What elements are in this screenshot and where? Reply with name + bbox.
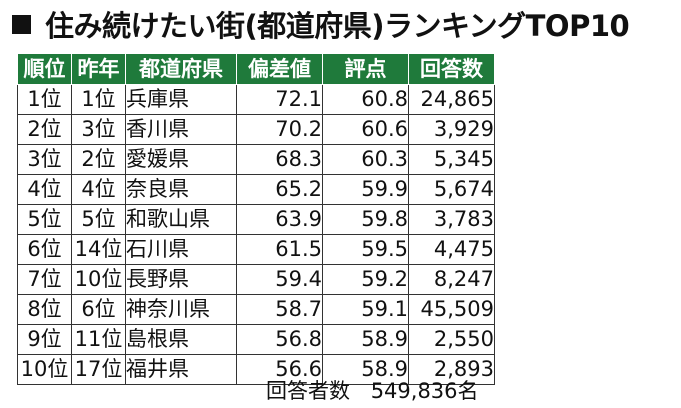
cell-rank: 7位 (17, 264, 72, 295)
table-row: 8位 6位 神奈川県 58.7 59.1 45,509 (17, 294, 495, 325)
cell-score: 59.2 (322, 264, 409, 295)
cell-deviation: 56.6 (236, 354, 323, 385)
cell-rank: 8位 (17, 294, 72, 325)
page-title: 住み続けたい街(都道府県)ランキングTOP10 (6, 4, 630, 44)
cell-previous-year: 10位 (71, 264, 126, 295)
cell-deviation: 58.7 (236, 294, 323, 325)
header-rank: 順位 (17, 53, 72, 85)
header-score: 評点 (322, 53, 409, 85)
cell-prefecture: 香川県 (125, 114, 237, 145)
cell-score: 58.9 (322, 354, 409, 385)
black-square-icon (12, 14, 31, 34)
cell-prefecture: 石川県 (125, 234, 237, 265)
cell-deviation: 65.2 (236, 174, 323, 205)
table-row: 6位 14位 石川県 61.5 59.5 4,475 (17, 234, 495, 265)
cell-prefecture: 福井県 (125, 354, 237, 385)
cell-responses: 4,475 (408, 234, 495, 265)
cell-responses: 3,783 (408, 204, 495, 235)
cell-responses: 2,550 (408, 324, 495, 355)
cell-deviation: 63.9 (236, 204, 323, 235)
cell-responses: 8,247 (408, 264, 495, 295)
table-header: 順位 昨年 都道府県 偏差値 評点 回答数 (17, 53, 495, 85)
respondent-count-value: 549,836名 (370, 379, 479, 403)
table-row: 2位 3位 香川県 70.2 60.6 3,929 (17, 114, 495, 145)
table-row: 5位 5位 和歌山県 63.9 59.8 3,783 (17, 204, 495, 235)
cell-prefecture: 和歌山県 (125, 204, 237, 235)
cell-prefecture: 神奈川県 (125, 294, 237, 325)
cell-responses: 5,674 (408, 174, 495, 205)
cell-prefecture: 長野県 (125, 264, 237, 295)
cell-responses: 3,929 (408, 114, 495, 145)
cell-previous-year: 11位 (71, 324, 126, 355)
cell-deviation: 72.1 (236, 84, 323, 115)
cell-deviation: 61.5 (236, 234, 323, 265)
cell-score: 59.5 (322, 234, 409, 265)
cell-score: 60.3 (322, 144, 409, 175)
cell-rank: 10位 (17, 354, 72, 385)
table-row: 4位 4位 奈良県 65.2 59.9 5,674 (17, 174, 495, 205)
cell-score: 60.6 (322, 114, 409, 145)
cell-rank: 3位 (17, 144, 72, 175)
cell-rank: 6位 (17, 234, 72, 265)
cell-rank: 9位 (17, 324, 72, 355)
cell-responses: 45,509 (408, 294, 495, 325)
cell-score: 59.9 (322, 174, 409, 205)
cell-rank: 5位 (17, 204, 72, 235)
cell-prefecture: 奈良県 (125, 174, 237, 205)
cell-previous-year: 5位 (71, 204, 126, 235)
cell-responses: 24,865 (408, 84, 495, 115)
cell-score: 59.1 (322, 294, 409, 325)
header-prefecture: 都道府県 (125, 53, 237, 85)
header-responses: 回答数 (408, 53, 495, 85)
cell-deviation: 59.4 (236, 264, 323, 295)
table-row: 7位 10位 長野県 59.4 59.2 8,247 (17, 264, 495, 295)
respondent-count: 回答者数 549,836名 (266, 375, 479, 405)
cell-previous-year: 17位 (71, 354, 126, 385)
cell-responses: 2,893 (408, 354, 495, 385)
cell-prefecture: 愛媛県 (125, 144, 237, 175)
cell-deviation: 70.2 (236, 114, 323, 145)
cell-prefecture: 兵庫県 (125, 84, 237, 115)
cell-prefecture: 島根県 (125, 324, 237, 355)
cell-previous-year: 4位 (71, 174, 126, 205)
table-row: 3位 2位 愛媛県 68.3 60.3 5,345 (17, 144, 495, 175)
table-body: 1位 1位 兵庫県 72.1 60.8 24,865 2位 3位 香川県 70.… (17, 84, 495, 385)
page-title-text: 住み続けたい街(都道府県)ランキングTOP10 (45, 9, 630, 43)
table-row: 9位 11位 島根県 56.8 58.9 2,550 (17, 324, 495, 355)
cell-score: 60.8 (322, 84, 409, 115)
cell-rank: 1位 (17, 84, 72, 115)
cell-previous-year: 14位 (71, 234, 126, 265)
cell-previous-year: 3位 (71, 114, 126, 145)
cell-previous-year: 2位 (71, 144, 126, 175)
cell-rank: 2位 (17, 114, 72, 145)
respondent-count-label: 回答者数 (266, 379, 350, 403)
cell-deviation: 56.8 (236, 324, 323, 355)
cell-score: 59.8 (322, 204, 409, 235)
cell-responses: 5,345 (408, 144, 495, 175)
cell-previous-year: 6位 (71, 294, 126, 325)
header-previous-year: 昨年 (71, 53, 126, 85)
header-deviation: 偏差値 (236, 53, 323, 85)
ranking-table: 順位 昨年 都道府県 偏差値 評点 回答数 1位 1位 兵庫県 72.1 60.… (17, 53, 495, 385)
cell-previous-year: 1位 (71, 84, 126, 115)
cell-score: 58.9 (322, 324, 409, 355)
table-row: 10位 17位 福井県 56.6 58.9 2,893 (17, 354, 495, 385)
cell-deviation: 68.3 (236, 144, 323, 175)
cell-rank: 4位 (17, 174, 72, 205)
table-row: 1位 1位 兵庫県 72.1 60.8 24,865 (17, 84, 495, 115)
table-header-row: 順位 昨年 都道府県 偏差値 評点 回答数 (17, 53, 495, 85)
